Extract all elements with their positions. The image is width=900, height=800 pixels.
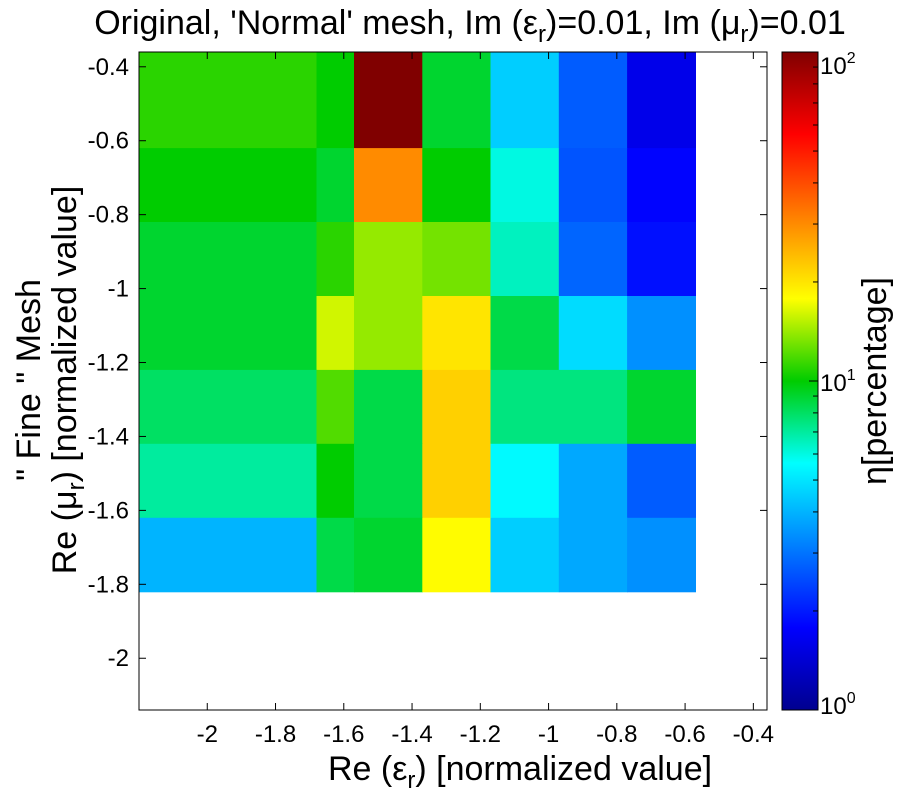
x-axis-ticks: -2 -1.8 -1.6 -1.4 -1.2 -1 -0.8 -0.6 -0.4 — [197, 52, 774, 748]
x-tick-label: -0.6 — [664, 721, 705, 748]
heatmap-cell — [490, 52, 560, 149]
x-tick-label: -1.4 — [391, 721, 432, 748]
colorbar-tick-label: 102 — [820, 50, 856, 80]
heatmap-cell — [316, 296, 355, 371]
y-tick-label: -0.8 — [88, 202, 129, 229]
heatmap-cell — [558, 443, 628, 519]
x-tick-label: -1.6 — [323, 721, 364, 748]
heatmap-cell — [558, 148, 628, 223]
heatmap-cell — [316, 443, 355, 519]
heatmap-cell — [627, 517, 696, 593]
x-tick-label: -1.2 — [460, 721, 501, 748]
colorbar-tick-label: 101 — [820, 367, 856, 397]
heatmap-cell — [490, 148, 560, 223]
x-tick-label: -1 — [538, 721, 559, 748]
heatmap-cell — [139, 52, 318, 149]
y-tick-label: -2 — [108, 645, 129, 672]
x-tick-label: -0.4 — [733, 721, 774, 748]
heatmap-cell — [422, 369, 492, 445]
heatmap-cell — [558, 222, 628, 297]
plot-frame — [138, 51, 768, 711]
heatmap-cell — [422, 148, 492, 223]
y-axis-label-line2: Re (μr) [normalized value] — [46, 186, 90, 575]
heatmap-cells — [139, 52, 696, 593]
heatmap-cell — [422, 517, 492, 593]
chart-title: Original, 'Normal' mesh, Im (εr)=0.01, I… — [94, 4, 846, 48]
y-tick-label: -1.8 — [88, 571, 129, 598]
heatmap-cell — [354, 296, 423, 371]
heatmap-cell — [316, 369, 355, 445]
y-tick-label: -0.6 — [88, 128, 129, 155]
heatmap-cell — [354, 369, 423, 445]
heatmap-cell — [316, 517, 355, 593]
x-tick-label: -1.8 — [255, 721, 296, 748]
heatmap-cell — [139, 517, 318, 593]
heatmap-cell — [627, 222, 696, 297]
heatmap-cell — [627, 296, 696, 371]
heatmap-cell — [139, 296, 318, 371]
heatmap-cell — [627, 52, 696, 149]
heatmap-cell — [354, 148, 423, 223]
x-axis-label: Re (εr) [normalized value] — [328, 750, 712, 794]
heatmap-cell — [627, 443, 696, 519]
heatmap-cell — [490, 517, 560, 593]
heatmap-cell — [490, 369, 560, 445]
colorbar-label: η[percentage] — [856, 277, 894, 485]
y-axis-ticks: -0.4 -0.6 -0.8 -1 -1.2 -1.4 -1.6 -1.8 -2 — [88, 54, 767, 672]
heatmap-cell — [558, 517, 628, 593]
y-tick-label: -1.2 — [88, 350, 129, 377]
x-tick-label: -0.8 — [596, 721, 637, 748]
heatmap-cell — [558, 369, 628, 445]
y-tick-label: -1 — [108, 276, 129, 303]
heatmap-cell — [422, 296, 492, 371]
y-tick-label: -0.4 — [88, 54, 129, 81]
heatmap-cell — [316, 52, 355, 149]
y-axis-label-line1: " Fine " Mesh — [10, 279, 48, 481]
heatmap-cell — [627, 148, 696, 223]
heatmap-cell — [627, 369, 696, 445]
x-tick-label: -2 — [197, 721, 218, 748]
heatmap-cell — [422, 443, 492, 519]
heatmap-cell — [139, 443, 318, 519]
heatmap-cell — [354, 517, 423, 593]
colorbar-tick-label: 100 — [820, 690, 856, 720]
heatmap-cell — [422, 52, 492, 149]
heatmap-cell — [354, 52, 423, 149]
heatmap-cell — [422, 222, 492, 297]
heatmap-cell — [354, 443, 423, 519]
heatmap-cell — [316, 148, 355, 223]
heatmap-cell — [490, 222, 560, 297]
heatmap-cell — [354, 222, 423, 297]
heatmap-cell — [490, 296, 560, 371]
heatmap-cell — [316, 222, 355, 297]
y-tick-label: -1.6 — [88, 497, 129, 524]
heatmap-cell — [490, 443, 560, 519]
heatmap-cell — [558, 52, 628, 149]
heatmap-cell — [558, 296, 628, 371]
y-tick-label: -1.4 — [88, 423, 129, 450]
y-axis-label-group: " Fine " Mesh Re (μr) [normalized value] — [10, 186, 90, 575]
heatmap-cell — [139, 222, 318, 297]
heatmap-cell — [139, 369, 318, 445]
heatmap-cell — [139, 148, 318, 223]
colorbar-ticks: 102 101 100 — [809, 50, 856, 720]
